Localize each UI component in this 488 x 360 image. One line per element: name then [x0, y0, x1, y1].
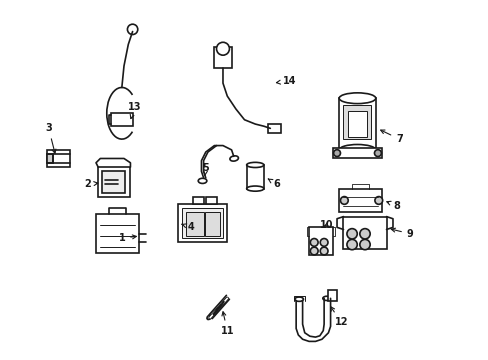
Text: 11: 11	[220, 312, 234, 336]
Circle shape	[320, 247, 327, 255]
Bar	[98, 167, 130, 197]
Bar	[339, 98, 375, 150]
Ellipse shape	[339, 144, 375, 155]
Text: 1: 1	[118, 233, 136, 243]
Bar	[46, 150, 70, 167]
Circle shape	[320, 239, 327, 246]
Ellipse shape	[339, 93, 375, 104]
Ellipse shape	[322, 296, 331, 301]
Circle shape	[310, 247, 318, 255]
Ellipse shape	[246, 186, 264, 191]
Bar	[192, 197, 203, 204]
Bar	[328, 290, 336, 301]
Text: 12: 12	[330, 307, 347, 327]
Bar	[332, 148, 382, 158]
Text: 4: 4	[182, 222, 194, 232]
Bar	[339, 189, 382, 212]
Bar	[204, 212, 220, 236]
Ellipse shape	[229, 156, 238, 161]
Circle shape	[310, 239, 318, 246]
Circle shape	[359, 239, 369, 250]
Bar	[186, 212, 203, 236]
Text: 14: 14	[276, 76, 296, 86]
Circle shape	[333, 150, 340, 157]
Ellipse shape	[246, 162, 264, 167]
Bar	[46, 154, 53, 163]
Circle shape	[374, 197, 382, 204]
Circle shape	[127, 24, 138, 35]
Circle shape	[374, 150, 381, 157]
Text: 9: 9	[390, 228, 413, 239]
Bar	[102, 171, 125, 193]
Ellipse shape	[198, 178, 206, 184]
Text: 5: 5	[202, 163, 209, 176]
Circle shape	[346, 239, 357, 250]
Bar	[214, 46, 231, 68]
Bar	[343, 217, 386, 249]
Text: 7: 7	[380, 130, 402, 144]
Text: 10: 10	[319, 220, 332, 230]
Bar	[182, 208, 223, 238]
Ellipse shape	[206, 315, 211, 319]
Bar	[111, 113, 132, 126]
Bar	[267, 124, 281, 132]
Ellipse shape	[294, 297, 303, 301]
Bar	[343, 105, 371, 139]
Text: 3: 3	[45, 123, 56, 153]
Bar	[246, 165, 264, 189]
Bar	[178, 204, 227, 242]
Text: 13: 13	[128, 102, 141, 118]
Bar	[96, 215, 139, 253]
Bar	[205, 197, 216, 204]
Text: 6: 6	[267, 179, 280, 189]
Circle shape	[359, 229, 369, 239]
Text: 2: 2	[84, 179, 98, 189]
Bar	[308, 228, 332, 255]
Bar	[347, 111, 366, 137]
Circle shape	[340, 197, 347, 204]
Circle shape	[216, 42, 229, 55]
Circle shape	[346, 229, 357, 239]
Text: 8: 8	[386, 201, 400, 211]
